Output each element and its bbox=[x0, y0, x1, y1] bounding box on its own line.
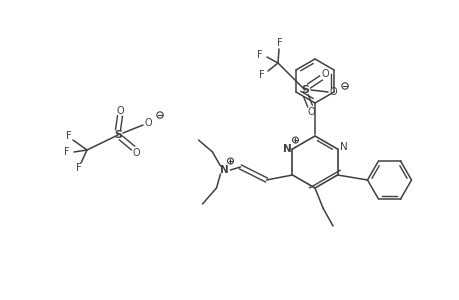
Text: O: O bbox=[132, 148, 140, 158]
Text: N: N bbox=[339, 142, 347, 152]
Text: S: S bbox=[300, 85, 308, 95]
Text: O: O bbox=[116, 106, 123, 116]
Text: S: S bbox=[114, 130, 122, 140]
Text: F: F bbox=[76, 163, 82, 173]
Text: O: O bbox=[329, 87, 336, 97]
Text: O: O bbox=[320, 69, 328, 79]
Text: F: F bbox=[277, 38, 282, 48]
Text: F: F bbox=[258, 70, 264, 80]
Text: F: F bbox=[64, 147, 70, 157]
Text: N: N bbox=[219, 165, 229, 175]
Text: O: O bbox=[144, 118, 151, 128]
Text: F: F bbox=[257, 50, 262, 60]
Text: O: O bbox=[307, 107, 314, 117]
Text: F: F bbox=[66, 131, 72, 141]
Text: N: N bbox=[282, 144, 291, 154]
